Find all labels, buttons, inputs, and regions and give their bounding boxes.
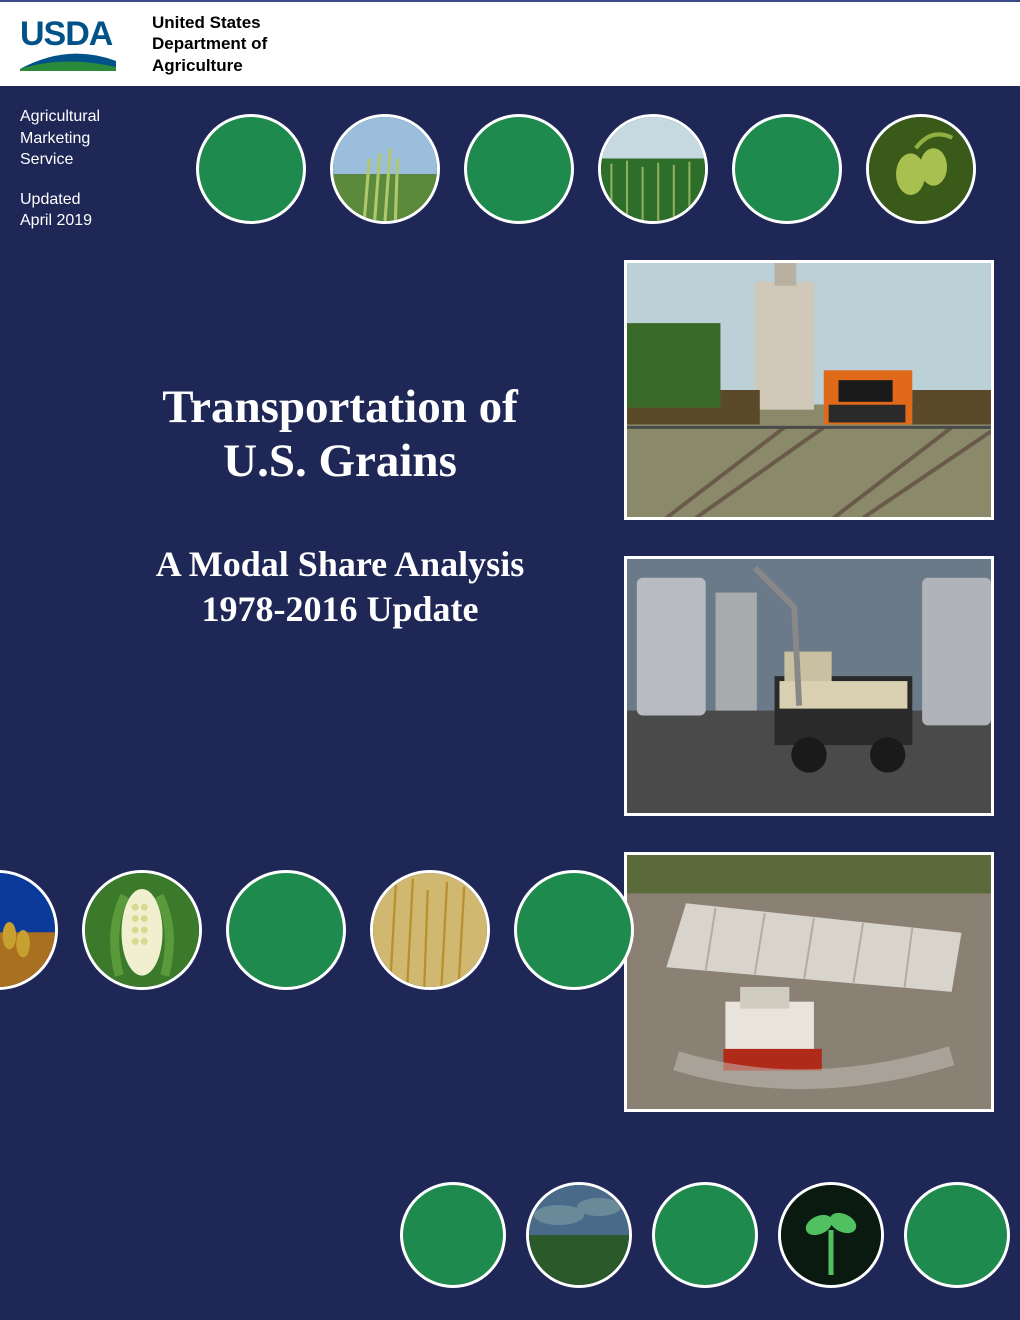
decorative-circle xyxy=(226,870,346,990)
department-name: United States Department of Agriculture xyxy=(152,12,267,76)
decorative-circle xyxy=(732,114,842,224)
decorative-circle xyxy=(464,114,574,224)
crop-circle-sprout xyxy=(778,1182,884,1288)
dept-line: Department of xyxy=(152,33,267,54)
updated-date: April 2019 xyxy=(20,210,100,232)
circle-row-top xyxy=(196,114,976,234)
crop-circle-corn-ear xyxy=(82,870,202,990)
photo-barge xyxy=(624,852,994,1112)
subtitle-line: 1978-2016 Update xyxy=(60,587,620,632)
crop-circle-corn-field xyxy=(598,114,708,224)
ams-line: Agricultural xyxy=(20,106,100,128)
circle-row-bottom xyxy=(400,1182,1010,1302)
ams-service-block: Agricultural Marketing Service Updated A… xyxy=(20,106,100,232)
title-block: Transportation of U.S. Grains A Modal Sh… xyxy=(60,380,620,632)
decorative-circle xyxy=(196,114,306,224)
decorative-circle xyxy=(904,1182,1010,1288)
circle-row-middle xyxy=(0,870,634,990)
dept-line: United States xyxy=(152,12,267,33)
title-line: Transportation of xyxy=(60,380,620,434)
crop-circle-wheat-gold xyxy=(370,870,490,990)
usda-swoosh-icon xyxy=(20,53,116,71)
decorative-circle xyxy=(514,870,634,990)
crop-circle-field-sky xyxy=(526,1182,632,1288)
decorative-circle xyxy=(652,1182,758,1288)
updated-label: Updated xyxy=(20,189,100,211)
photo-stack xyxy=(624,260,994,1112)
ams-line: Service xyxy=(20,149,100,171)
crop-circle-wheat xyxy=(330,114,440,224)
title-line: U.S. Grains xyxy=(60,434,620,488)
photo-train xyxy=(624,260,994,520)
subtitle-line: A Modal Share Analysis xyxy=(60,542,620,587)
title-sub: A Modal Share Analysis 1978-2016 Update xyxy=(60,542,620,632)
decorative-circle xyxy=(400,1182,506,1288)
title-main: Transportation of U.S. Grains xyxy=(60,380,620,488)
usda-mark: USDA xyxy=(20,17,116,71)
crop-circle-soy-sky xyxy=(0,870,58,990)
photo-truck xyxy=(624,556,994,816)
usda-logo-text: USDA xyxy=(20,17,112,51)
crop-circle-soy-pod xyxy=(866,114,976,224)
usda-header: USDA United States Department of Agricul… xyxy=(0,0,1020,86)
usda-logo: USDA United States Department of Agricul… xyxy=(20,12,267,76)
ams-line: Marketing xyxy=(20,128,100,150)
dept-line: Agriculture xyxy=(152,55,267,76)
